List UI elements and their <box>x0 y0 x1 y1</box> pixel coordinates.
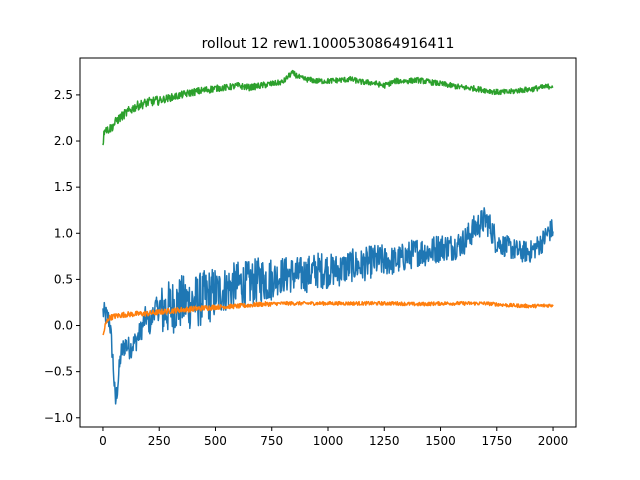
y-tick-label: 2.0 <box>54 134 73 148</box>
series-layer <box>102 69 554 405</box>
series-line-0 <box>102 207 554 405</box>
x-tick-label: 0 <box>99 434 107 448</box>
x-tick-label: 2000 <box>538 434 569 448</box>
series-line-2 <box>102 69 554 146</box>
x-tick-label: 1000 <box>313 434 344 448</box>
y-tick-label: 1.5 <box>54 180 73 194</box>
x-axis-ticks: 0 250 500 750 1000 1250 1500 1750 2000 <box>99 427 568 448</box>
x-tick-label: 750 <box>260 434 283 448</box>
y-tick-label: 0.0 <box>54 319 73 333</box>
series-line-1 <box>102 300 554 336</box>
y-tick-label: −0.5 <box>44 365 73 379</box>
x-tick-label: 1250 <box>369 434 400 448</box>
y-axis-ticks: −1.0 −0.5 0.0 0.5 1.0 1.5 2.0 2.5 <box>44 88 80 425</box>
x-tick-label: 1750 <box>482 434 513 448</box>
y-tick-label: 0.5 <box>54 272 73 286</box>
x-tick-label: 250 <box>148 434 171 448</box>
plot-frame <box>79 57 577 428</box>
x-tick-label: 500 <box>204 434 227 448</box>
chart-title: rollout 12 rew1.1000530864916411 <box>202 36 455 52</box>
y-tick-label: 2.5 <box>54 88 73 102</box>
y-tick-label: 1.0 <box>54 226 73 240</box>
x-tick-label: 1500 <box>425 434 456 448</box>
y-tick-label: −1.0 <box>44 411 73 425</box>
